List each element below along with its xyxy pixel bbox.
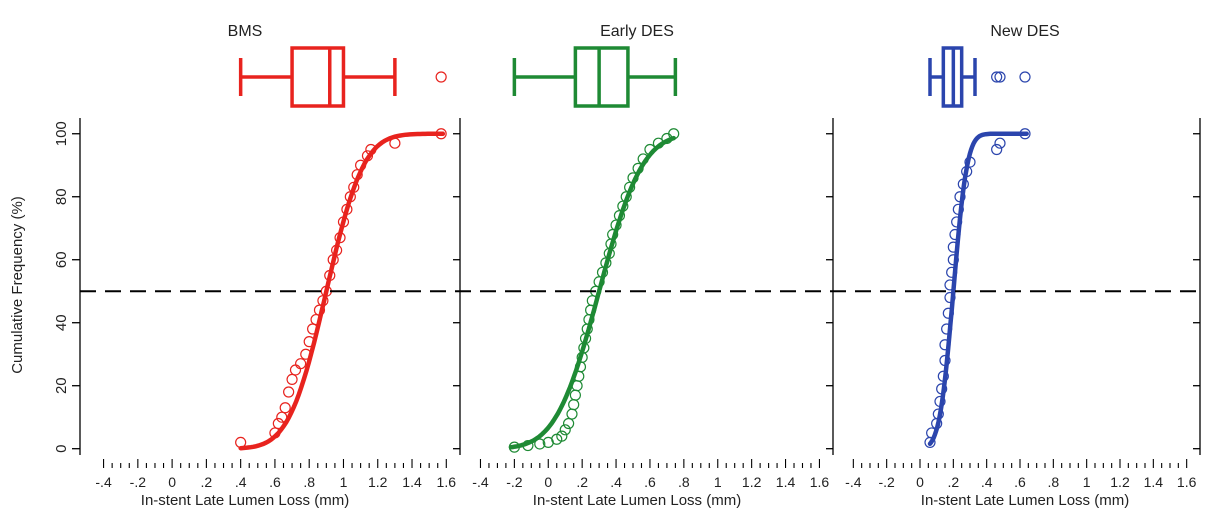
x-tick-label: 1.6 [437, 474, 457, 490]
fit-curve-early-des [508, 135, 676, 450]
x-tick-label: .6 [1014, 474, 1026, 490]
x-tick-label: 1.2 [1110, 474, 1130, 490]
data-point [563, 417, 575, 430]
data-point [994, 137, 1006, 149]
x-tick-label: .4 [235, 474, 247, 490]
data-point [286, 373, 298, 386]
points-bms [235, 128, 447, 449]
boxplot-new-des [928, 46, 1031, 108]
data-point [556, 430, 568, 442]
boxplot-early-des [512, 46, 678, 108]
x-tick-label: .4 [610, 474, 622, 490]
x-tick-label: 1.6 [810, 474, 830, 490]
x-tick-label: 1.6 [1177, 474, 1197, 490]
panel-title-new-des: New DES [990, 23, 1059, 40]
y-tick-label: 80 [53, 188, 70, 205]
box-iqr [573, 46, 630, 108]
x-tick-label: -.4 [472, 474, 489, 490]
x-tick-label: 1.4 [1144, 474, 1164, 490]
x-tick-label: -.4 [845, 474, 862, 490]
x-ticks-early-des: -.4 -.2 0 .2 .4 .6 .8 1 1.2 1.4 1.6 [472, 459, 829, 490]
data-point [279, 402, 291, 414]
fit-curve-bms [238, 131, 446, 451]
x-axis-label-bms: In-stent Late Lumen Loss (mm) [141, 492, 349, 509]
panel-title-bms: BMS [228, 23, 263, 40]
y-tick-label: 20 [53, 377, 70, 394]
y-tick-label: 60 [53, 251, 70, 268]
x-axis-label-early-des: In-stent Late Lumen Loss (mm) [533, 492, 741, 509]
box-iqr [290, 46, 346, 108]
x-tick-label: 1.4 [402, 474, 422, 490]
x-ticks-bms: -.4 -.2 0 .2 .4 .6 .8 1 1.2 1.4 1.6 [95, 459, 456, 490]
x-tick-label: 0 [168, 474, 176, 490]
panel-early-des: Early DES -.4 -.2 0 .2 .4 .6 .8 1 1.2 1.4 1.6 In-s… [472, 23, 829, 509]
x-tick-label: 1.2 [368, 474, 388, 490]
data-point [559, 424, 571, 436]
x-tick-label: 0 [544, 474, 552, 490]
y-tick-label: 100 [53, 121, 70, 146]
panel-new-des: New DES -.4 -.2 0 .2 .4 .6 .8 1 1.2 1.4 1.6 In-ste… [845, 23, 1196, 509]
y-axis-label: Cumulative Frequency (%) [9, 196, 26, 374]
x-tick-label: .2 [576, 474, 588, 490]
data-point [991, 143, 1003, 156]
y-ticks: 0 20 40 60 80 100 [53, 121, 1200, 453]
x-axis-label-new-des: In-stent Late Lumen Loss (mm) [921, 492, 1129, 509]
data-point [283, 386, 295, 398]
x-tick-label: .8 [1047, 474, 1059, 490]
x-tick-label: 0 [916, 474, 924, 490]
fit-curve-new-des [927, 131, 1029, 447]
x-tick-label: 1 [1083, 474, 1091, 490]
boxplot-outlier [1019, 71, 1031, 83]
boxplot-outlier [435, 71, 447, 83]
x-ticks-new-des: -.4 -.2 0 .2 .4 .6 .8 1 1.2 1.4 1.6 [845, 459, 1197, 490]
x-tick-label: .6 [269, 474, 281, 490]
x-tick-label: 1 [714, 474, 722, 490]
x-tick-label: 1.2 [742, 474, 762, 490]
x-tick-label: .8 [303, 474, 315, 490]
x-tick-label: .4 [981, 474, 993, 490]
panel-title-early-des: Early DES [600, 23, 674, 40]
panel-dividers [459, 118, 1201, 455]
data-point [568, 399, 580, 411]
x-tick-label: -.2 [878, 474, 895, 490]
x-tick-label: .2 [947, 474, 959, 490]
data-point [534, 438, 546, 450]
x-tick-label: 1 [340, 474, 348, 490]
y-tick-label: 0 [53, 445, 70, 453]
y-tick-label: 40 [53, 314, 70, 331]
data-point [569, 389, 581, 401]
x-tick-label: .2 [201, 474, 213, 490]
x-tick-label: -.2 [130, 474, 147, 490]
boxplot-outlier [991, 71, 1003, 83]
boxplot-bms [238, 46, 447, 108]
data-point [289, 364, 302, 376]
data-point [295, 358, 307, 370]
x-tick-label: .6 [644, 474, 656, 490]
boxplot-outlier [994, 71, 1006, 83]
x-tick-label: 1.4 [776, 474, 796, 490]
x-tick-label: -.2 [506, 474, 523, 490]
x-tick-label: -.4 [95, 474, 112, 490]
x-tick-label: .8 [678, 474, 690, 490]
data-point [566, 408, 578, 420]
